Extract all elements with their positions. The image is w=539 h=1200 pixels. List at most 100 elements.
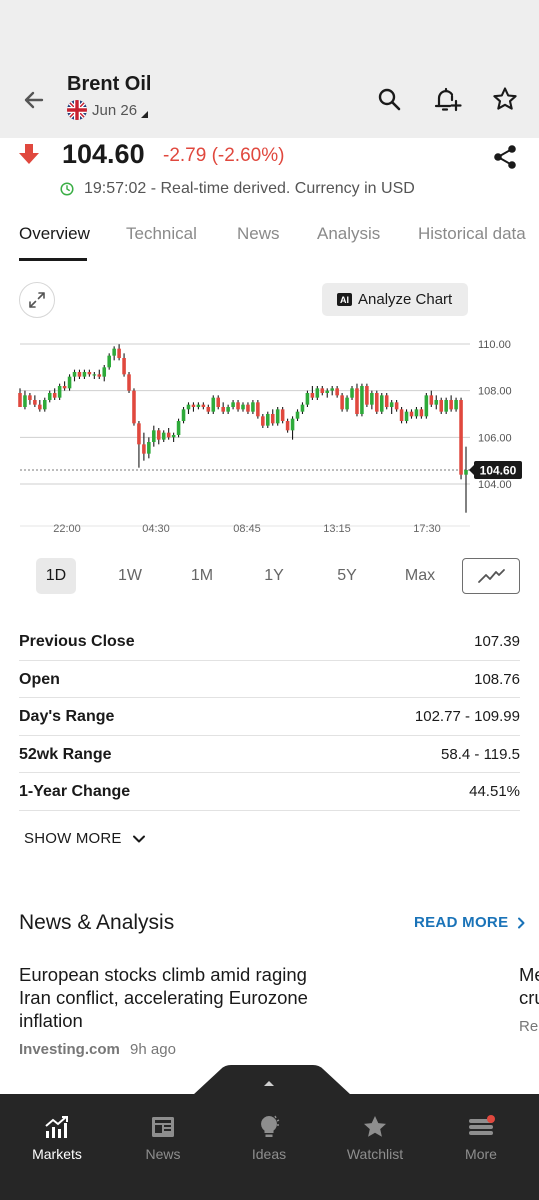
candle-body bbox=[424, 395, 429, 417]
watchlist-star-button[interactable] bbox=[488, 82, 522, 116]
candle-body bbox=[394, 402, 399, 410]
candle-body bbox=[355, 388, 359, 414]
dropdown-corner-icon bbox=[139, 100, 151, 120]
article-title: European stocks climb amid raging Iran c… bbox=[19, 964, 308, 1031]
expand-chart-button[interactable] bbox=[19, 282, 55, 318]
range-1w[interactable]: 1W bbox=[118, 567, 142, 584]
candle-body bbox=[72, 372, 77, 377]
candle-body bbox=[419, 409, 424, 417]
article-title-line: Me bbox=[519, 964, 539, 985]
price-row: 104.60 -2.79 (-2.60%) bbox=[0, 138, 539, 178]
range-max[interactable]: Max bbox=[404, 567, 436, 584]
show-more-label: SHOW MORE bbox=[24, 830, 122, 847]
section-tabs: Overview Technical News Analysis Histori… bbox=[0, 213, 539, 263]
candle-body bbox=[290, 418, 295, 431]
candle-body bbox=[464, 470, 468, 475]
share-icon bbox=[494, 145, 516, 169]
show-more-button[interactable]: SHOW MORE bbox=[24, 830, 146, 847]
nav-markets[interactable]: Markets bbox=[17, 1114, 97, 1162]
range-5y[interactable]: 5Y bbox=[337, 567, 357, 584]
candle-body bbox=[186, 404, 191, 410]
nav-ideas[interactable]: Ideas bbox=[229, 1114, 309, 1162]
share-button[interactable] bbox=[490, 142, 520, 172]
article-source: Investing.com bbox=[19, 1041, 120, 1058]
last-price-tag-label: 104.60 bbox=[480, 464, 517, 478]
candle-body bbox=[384, 395, 389, 407]
x-tick-label: 22:00 bbox=[53, 523, 81, 535]
range-1d[interactable]: 1D bbox=[36, 558, 76, 594]
article-source: Reu bbox=[519, 1018, 539, 1035]
candle-body bbox=[370, 393, 374, 405]
analyze-chart-button[interactable]: AI Analyze Chart bbox=[322, 283, 468, 316]
menu-icon bbox=[469, 1115, 495, 1135]
markets-icon bbox=[45, 1116, 68, 1138]
range-1y[interactable]: 1Y bbox=[264, 567, 284, 584]
search-button[interactable] bbox=[372, 82, 406, 116]
candle-body bbox=[226, 407, 230, 412]
candle-body bbox=[52, 393, 57, 398]
stat-row-52wk-range: 52wk Range 58.4 - 119.5 bbox=[19, 736, 520, 773]
candle-body bbox=[201, 404, 206, 407]
add-alert-button[interactable] bbox=[430, 82, 464, 116]
nav-more[interactable]: More bbox=[441, 1114, 521, 1162]
newspaper-icon bbox=[152, 1117, 174, 1137]
tab-technical[interactable]: Technical bbox=[126, 224, 197, 243]
candle-body bbox=[142, 444, 146, 454]
time-range-selector: 1D 1W 1M 1Y 5Y Max bbox=[0, 558, 539, 594]
stat-value: 58.4 - 119.5 bbox=[441, 745, 520, 763]
tab-overview[interactable]: Overview bbox=[19, 224, 90, 243]
tab-historical-data[interactable]: Historical data bbox=[418, 224, 526, 243]
candle-body bbox=[335, 388, 339, 396]
stat-value: 102.77 - 109.99 bbox=[414, 708, 520, 725]
article-meta: Investing.com 9h ago bbox=[19, 1041, 319, 1058]
candle-body bbox=[280, 409, 285, 421]
candle-body bbox=[42, 400, 47, 410]
candle-body bbox=[28, 395, 32, 400]
candle-body bbox=[434, 400, 439, 405]
candle-body bbox=[196, 404, 201, 407]
candle-body bbox=[246, 404, 250, 412]
candle-body bbox=[310, 393, 315, 398]
candle-body bbox=[47, 393, 52, 400]
price-chart[interactable]: 110.00 108.00 106.00 104.00 22:00 04:30 08:45 1… bbox=[0, 330, 539, 540]
x-tick-label: 08:45 bbox=[233, 523, 261, 535]
news-article-card[interactable]: European stocks climb amid raging Iran c… bbox=[19, 963, 319, 1058]
read-more-link[interactable]: READ MORE bbox=[414, 914, 528, 931]
candle-body bbox=[38, 404, 42, 410]
star-filled-icon bbox=[364, 1116, 386, 1137]
expand-nav-handle[interactable] bbox=[193, 1065, 351, 1095]
range-1m[interactable]: 1M bbox=[190, 567, 214, 584]
candle-body bbox=[379, 395, 384, 412]
candle-body bbox=[444, 400, 448, 412]
stat-value: 108.76 bbox=[474, 670, 520, 688]
x-tick-label: 04:30 bbox=[142, 523, 170, 535]
candle-body bbox=[62, 386, 67, 389]
price-change: -2.79 (-2.60%) bbox=[163, 145, 285, 166]
candle-body bbox=[211, 397, 216, 412]
nav-news[interactable]: News bbox=[123, 1114, 203, 1162]
tab-analysis[interactable]: Analysis bbox=[317, 224, 381, 243]
contract-selector[interactable]: Jun 26 bbox=[67, 100, 151, 120]
candle-body bbox=[92, 374, 97, 376]
candle-body bbox=[350, 388, 354, 398]
chart-type-button[interactable] bbox=[462, 558, 520, 594]
candle-body bbox=[97, 374, 102, 377]
bottom-navigation: Markets News Ideas Watchlist bbox=[0, 1094, 539, 1200]
candle-body bbox=[216, 397, 221, 407]
candle-body bbox=[345, 397, 349, 410]
nav-label: Markets bbox=[32, 1146, 82, 1162]
news-article-card-next[interactable]: Me cru Reu bbox=[519, 963, 539, 1035]
candle-body bbox=[67, 376, 72, 389]
stat-label: Day's Range bbox=[19, 708, 115, 725]
stat-value: 107.39 bbox=[474, 633, 520, 650]
tab-news[interactable]: News bbox=[237, 224, 280, 243]
y-tick-label: 106.00 bbox=[478, 432, 512, 444]
candle-body bbox=[270, 414, 275, 424]
stat-label: 52wk Range bbox=[19, 745, 112, 763]
nav-watchlist[interactable]: Watchlist bbox=[335, 1114, 415, 1162]
back-button[interactable] bbox=[18, 84, 50, 116]
last-price-tag bbox=[474, 461, 522, 479]
y-tick-label: 110.00 bbox=[478, 339, 511, 351]
lightbulb-icon bbox=[261, 1115, 280, 1137]
candle-body bbox=[340, 395, 344, 410]
